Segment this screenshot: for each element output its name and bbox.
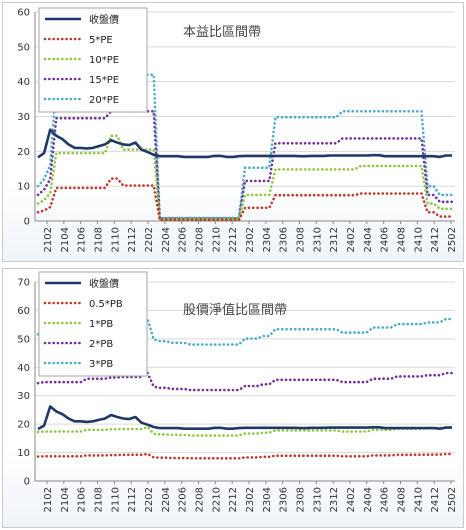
pe-band-chart: 0 10 20 30 40 50 60 2102 2104 2106 2108 2110 2112 220…: [2, 2, 464, 262]
legend-label-2: 10*PE: [89, 55, 119, 66]
y-tick-label: 50: [17, 334, 30, 345]
x-tick-label: 2212: [228, 227, 239, 252]
x-tick-label: 2304: [262, 227, 273, 252]
pb-band-svg: 0 10 20 30 40 50 60 70 2102 2104 2106 2108 2110 2112 2…: [17, 271, 458, 512]
chart-title: 股價淨值比區間帶: [183, 302, 287, 318]
pb-band-chart: 0 10 20 30 40 50 60 70 2102 2104 2106 2108 2110 2112 2…: [2, 268, 464, 528]
x-tick-label: 2104: [60, 227, 71, 252]
y-tick-label: 60: [17, 8, 30, 19]
x-tick-label: 2310: [312, 227, 323, 252]
x-tick-label: 2206: [178, 227, 189, 252]
x-tick-label: 2104: [60, 487, 71, 512]
x-tick-label: 2110: [110, 227, 121, 252]
x-tick-label: 2204: [161, 227, 172, 252]
x-tick-label: 2412: [430, 487, 441, 512]
x-tick-label: 2304: [262, 487, 273, 512]
x-tick-label: 2108: [94, 227, 105, 252]
x-tick-label: 2408: [397, 487, 408, 512]
x-tick-label: 2306: [279, 487, 290, 512]
x-tick-label: 2404: [363, 487, 374, 512]
x-tick-label: 2412: [430, 227, 441, 252]
x-tick-label: 2308: [296, 487, 307, 512]
x-tick-label: 2308: [296, 227, 307, 252]
y-tick-label: 10: [17, 448, 30, 459]
legend-label-0: 收盤價: [89, 13, 119, 26]
y-tick-label: 40: [17, 363, 30, 374]
x-tick-label: 2208: [195, 227, 206, 252]
x-tick-label: 2212: [228, 487, 239, 512]
legend-box: [38, 7, 148, 113]
x-tick-label: 2502: [447, 227, 458, 252]
legend: 收盤價 5*PE 10*PE 15*PE 20*PE: [38, 7, 148, 113]
legend-label-3: 15*PE: [89, 75, 119, 86]
y-tick-label: 10: [17, 182, 30, 193]
series-line-0: [37, 128, 452, 159]
x-tick-label: 2408: [397, 227, 408, 252]
series-line-3: [36, 371, 454, 392]
x-tick-label: 2402: [346, 227, 357, 252]
x-tick-label: 2306: [279, 227, 290, 252]
x-tick-label: 2202: [144, 487, 155, 512]
pe-band-svg: 0 10 20 30 40 50 60 2102 2104 2106 2108 2110 2112 220…: [17, 7, 458, 252]
x-tick-label: 2110: [110, 487, 121, 512]
legend-label-0: 收盤價: [89, 277, 119, 290]
chart-title: 本益比區間帶: [183, 25, 261, 40]
x-tick-label: 2112: [127, 487, 138, 512]
x-tick-label: 2112: [127, 227, 138, 252]
y-tick-label: 0: [24, 217, 30, 228]
series-line-4: [36, 316, 454, 346]
series-line-1: [36, 177, 454, 222]
x-tick-label: 2410: [413, 227, 424, 252]
legend-box: [38, 271, 148, 377]
legend: 收盤價 0.5*PB 1*PB 2*PB 3*PB: [38, 271, 148, 377]
x-tick-label: 2404: [363, 227, 374, 252]
x-tick-label: 2102: [43, 227, 54, 252]
x-tick-label: 2310: [312, 487, 323, 512]
x-tick-label: 2502: [447, 487, 458, 512]
x-tick-label: 2106: [77, 487, 88, 512]
series-line-2: [36, 425, 454, 437]
legend-label-2: 1*PB: [89, 319, 113, 330]
legend-label-4: 3*PB: [89, 359, 113, 370]
x-tick-label: 2102: [43, 487, 54, 512]
x-tick-label: 2206: [178, 487, 189, 512]
x-tick-label: 2202: [144, 227, 155, 252]
y-tick-label: 0: [24, 477, 30, 488]
legend-label-4: 20*PE: [89, 95, 119, 106]
y-tick-label: 30: [17, 391, 30, 402]
x-tick-label: 2312: [329, 487, 340, 512]
legend-label-1: 5*PE: [89, 35, 113, 46]
x-tick-label: 2210: [211, 227, 222, 252]
series-line-2: [36, 134, 454, 221]
x-tick-label: 2208: [195, 487, 206, 512]
series-line-1: [36, 452, 454, 460]
legend-label-3: 2*PB: [89, 339, 113, 350]
x-tick-label: 2406: [380, 227, 391, 252]
x-tick-label: 2410: [413, 487, 424, 512]
y-tick-label: 20: [17, 420, 30, 431]
y-tick-label: 40: [17, 77, 30, 88]
series-line-0: [37, 405, 452, 431]
y-tick-label: 70: [17, 278, 30, 289]
series-line-3: [36, 110, 454, 220]
x-tick-label: 2106: [77, 227, 88, 252]
y-tick-label: 60: [17, 306, 30, 317]
x-tick-label: 2108: [94, 487, 105, 512]
legend-label-1: 0.5*PB: [89, 299, 123, 310]
x-tick-label: 2312: [329, 227, 340, 252]
y-tick-label: 20: [17, 147, 30, 158]
x-tick-label: 2302: [245, 487, 256, 512]
y-tick-label: 50: [17, 42, 30, 53]
x-tick-label: 2402: [346, 487, 357, 512]
x-tick-label: 2406: [380, 487, 391, 512]
x-tick-label: 2204: [161, 487, 172, 512]
x-tick-label: 2210: [211, 487, 222, 512]
x-tick-label: 2302: [245, 227, 256, 252]
y-tick-label: 30: [17, 112, 30, 123]
